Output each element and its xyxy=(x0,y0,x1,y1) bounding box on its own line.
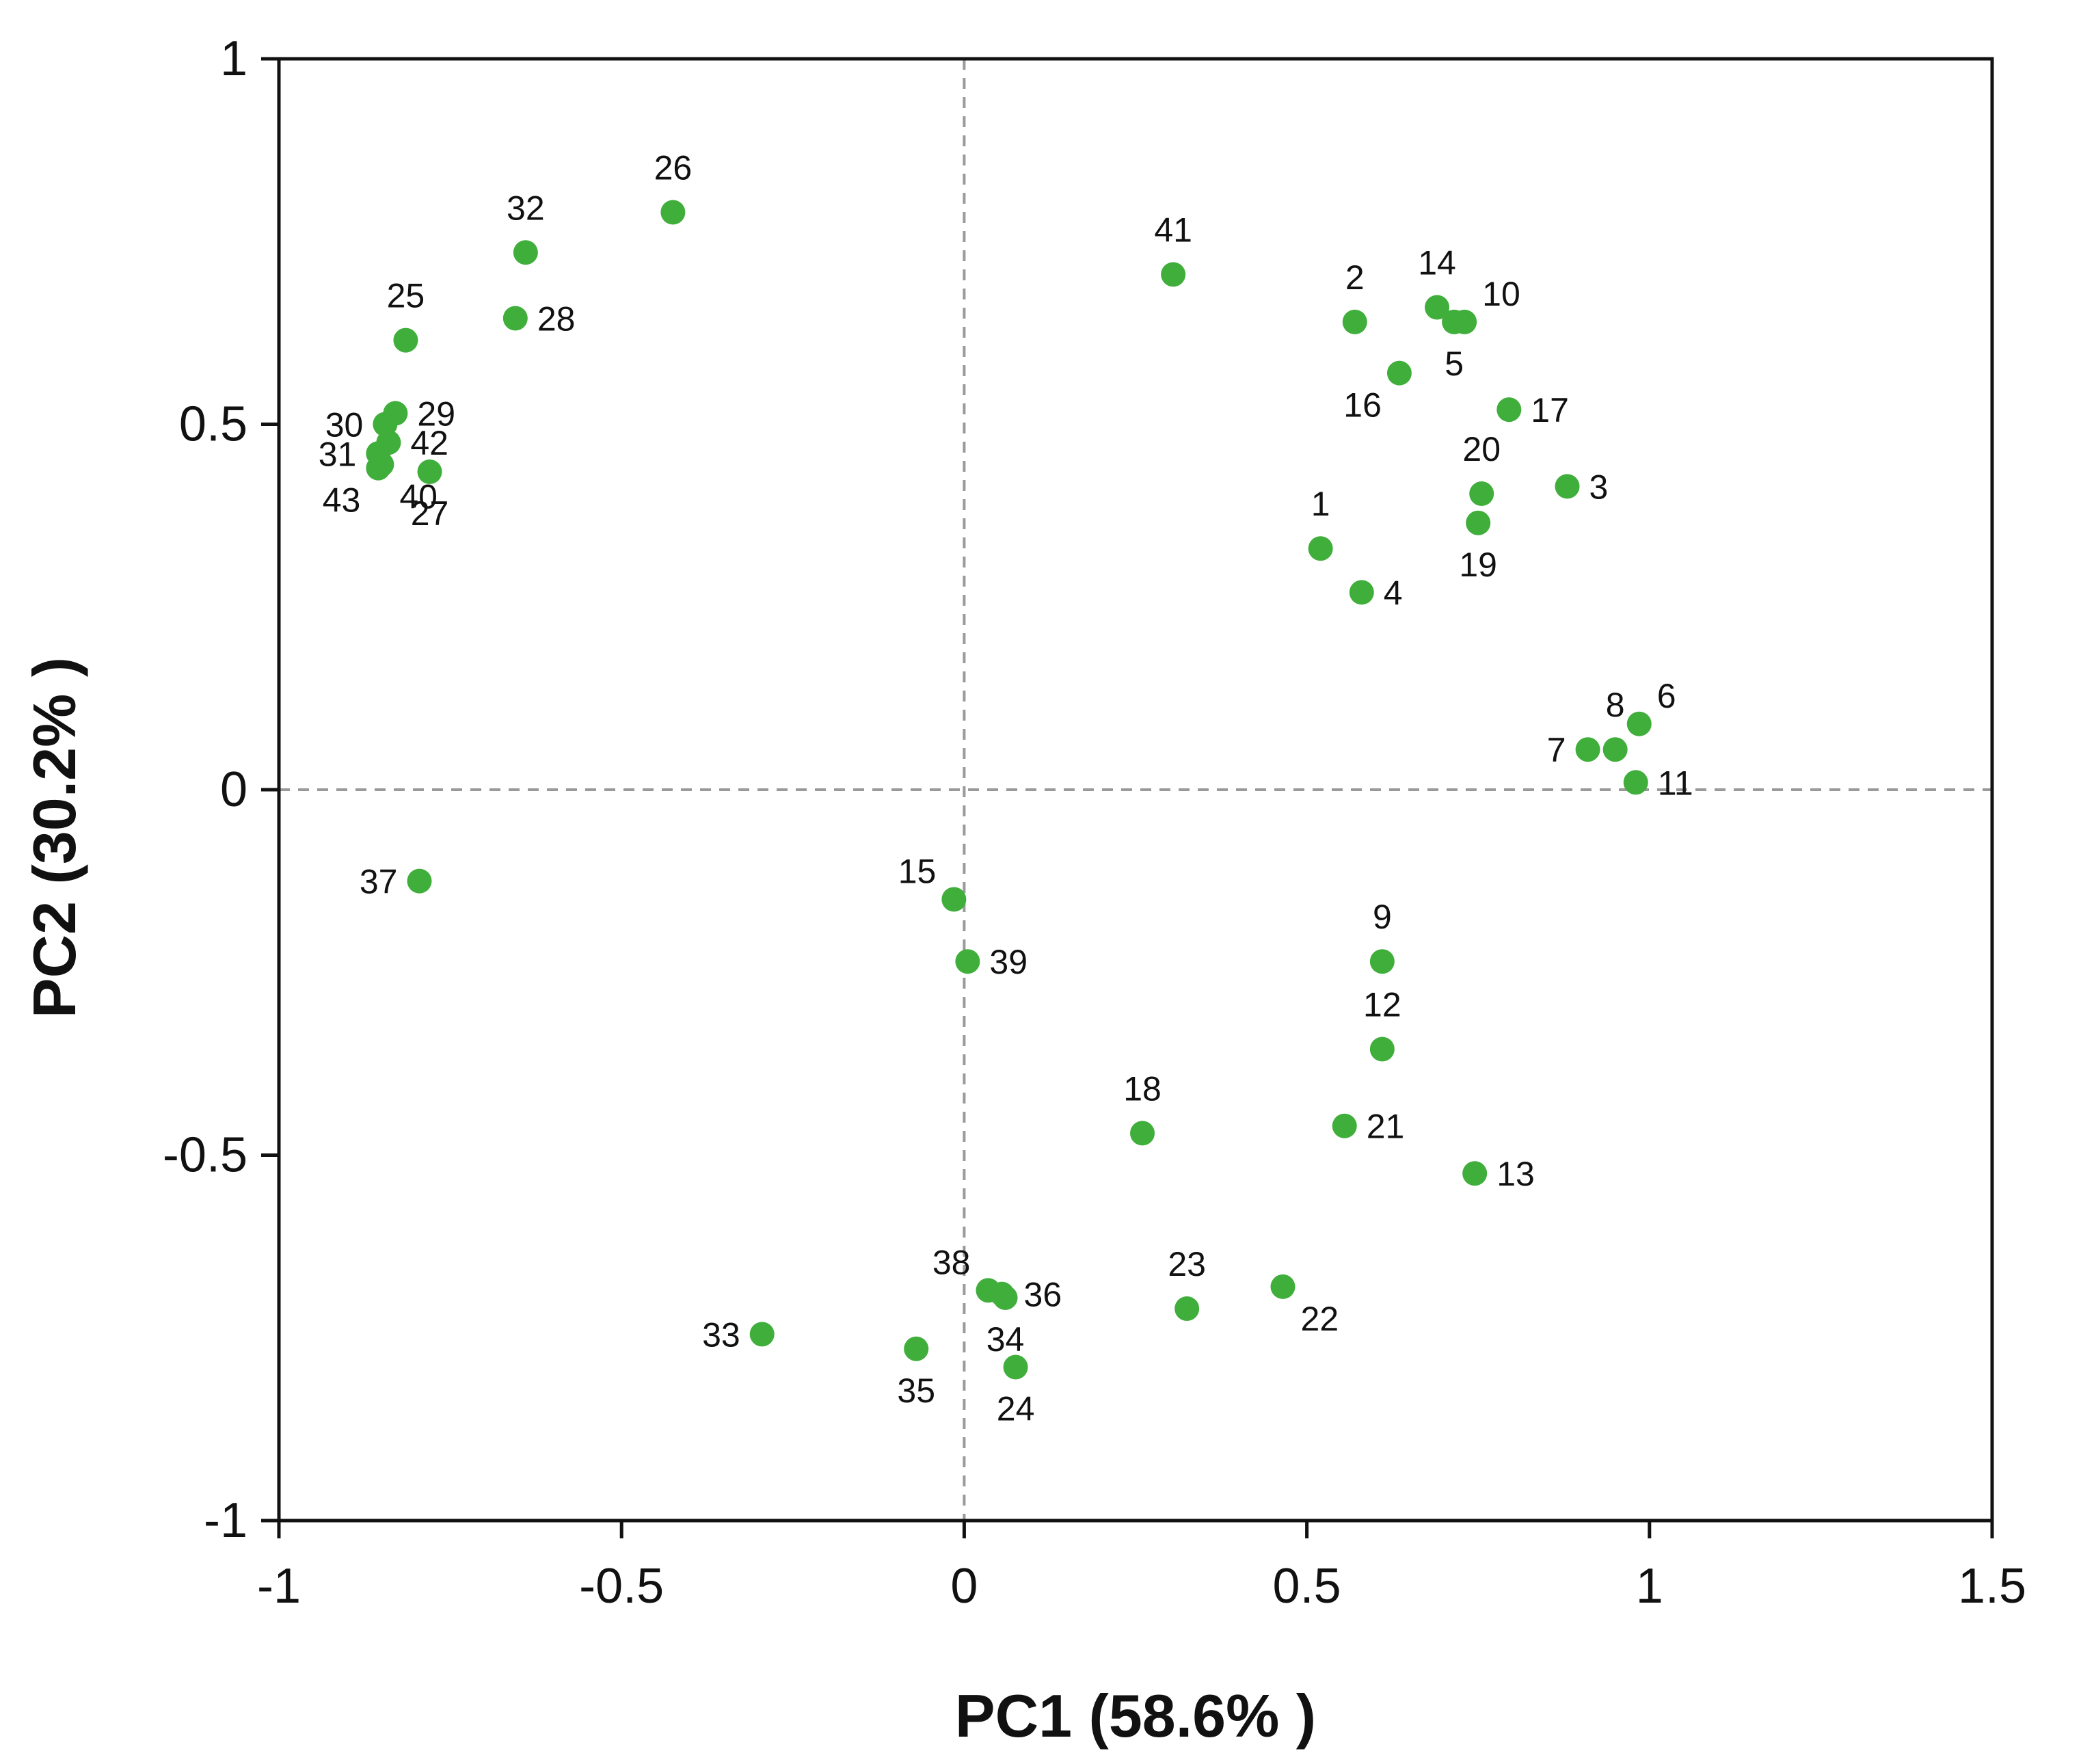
x-tick-label: 0 xyxy=(950,1559,978,1614)
data-point-label-24: 24 xyxy=(997,1390,1035,1428)
data-point-label-2: 2 xyxy=(1345,258,1365,297)
x-tick-label: -1 xyxy=(257,1559,301,1614)
x-axis-title: PC1 (58.6% ) xyxy=(955,1682,1316,1750)
data-point-11 xyxy=(1623,770,1648,795)
data-point-label-6: 6 xyxy=(1657,677,1676,715)
data-point-label-19: 19 xyxy=(1459,546,1497,584)
data-point-30 xyxy=(373,412,398,437)
data-point-label-14: 14 xyxy=(1418,243,1456,282)
y-axis: 1 0.5 0 -0.5 -1 xyxy=(163,31,279,1548)
data-point-label-26: 26 xyxy=(654,148,693,187)
data-point-6 xyxy=(1626,711,1652,736)
data-point-18 xyxy=(1130,1121,1155,1146)
x-tick-label: -0.5 xyxy=(579,1559,664,1614)
data-point-label-4: 4 xyxy=(1384,574,1403,612)
data-point-13 xyxy=(1462,1161,1488,1186)
data-point-label-16: 16 xyxy=(1343,386,1382,425)
data-point-14 xyxy=(1425,295,1450,320)
data-point-42 xyxy=(376,430,401,455)
y-tick-label: 1 xyxy=(220,31,247,86)
data-point-label-10: 10 xyxy=(1482,275,1520,313)
data-point-37 xyxy=(407,868,432,894)
data-point-1 xyxy=(1308,536,1333,561)
data-point-label-9: 9 xyxy=(1373,898,1392,936)
data-point-label-41: 41 xyxy=(1154,211,1192,249)
data-point-label-33: 33 xyxy=(702,1315,740,1354)
x-tick-label: 1.5 xyxy=(1958,1559,2026,1614)
data-point-28 xyxy=(502,306,528,331)
data-point-label-28: 28 xyxy=(537,299,576,338)
data-point-label-36: 36 xyxy=(1024,1276,1062,1314)
data-point-23 xyxy=(1174,1296,1200,1321)
data-point-label-43: 43 xyxy=(323,481,361,520)
data-point-label-12: 12 xyxy=(1363,985,1401,1024)
data-point-35 xyxy=(904,1336,929,1361)
data-point-43 xyxy=(366,455,391,481)
data-point-label-37: 37 xyxy=(360,863,398,901)
data-point-label-31: 31 xyxy=(319,435,357,473)
y-tick-label: 0 xyxy=(220,762,247,817)
data-point-label-22: 22 xyxy=(1301,1300,1339,1338)
data-point-27 xyxy=(417,459,442,484)
data-point-label-20: 20 xyxy=(1462,430,1501,468)
data-point-label-5: 5 xyxy=(1445,345,1464,383)
data-point-12 xyxy=(1369,1037,1395,1062)
data-point-19 xyxy=(1466,510,1491,535)
data-point-label-8: 8 xyxy=(1606,686,1625,724)
data-point-label-29: 29 xyxy=(417,395,455,433)
data-point-21 xyxy=(1332,1113,1357,1138)
data-point-7 xyxy=(1575,737,1600,762)
data-point-9 xyxy=(1369,949,1395,974)
data-point-label-18: 18 xyxy=(1123,1069,1162,1108)
data-point-8 xyxy=(1602,737,1628,762)
y-tick-label: 0.5 xyxy=(179,397,247,452)
data-point-label-13: 13 xyxy=(1496,1155,1535,1193)
x-tick-label: 1 xyxy=(1636,1559,1663,1614)
data-point-20 xyxy=(1469,481,1494,507)
x-axis: -1 -0.5 0 0.5 1 1.5 xyxy=(257,1521,2026,1614)
data-point-33 xyxy=(749,1322,775,1347)
data-point-16 xyxy=(1386,360,1412,386)
data-point-label-17: 17 xyxy=(1531,391,1569,429)
data-point-17 xyxy=(1496,397,1522,423)
data-point-label-40: 40 xyxy=(399,477,438,516)
data-point-label-34: 34 xyxy=(986,1320,1025,1359)
data-point-label-39: 39 xyxy=(989,943,1028,981)
data-point-label-23: 23 xyxy=(1168,1245,1206,1283)
data-point-25 xyxy=(393,328,418,353)
data-point-3 xyxy=(1555,474,1580,499)
y-tick-label: -1 xyxy=(204,1493,247,1548)
data-point-24 xyxy=(1003,1354,1028,1380)
data-point-4 xyxy=(1349,580,1374,605)
data-point-10 xyxy=(1452,309,1477,334)
data-point-label-11: 11 xyxy=(1658,764,1693,802)
data-point-label-7: 7 xyxy=(1547,731,1566,769)
data-points xyxy=(366,200,1652,1380)
data-point-26 xyxy=(660,200,686,225)
data-point-41 xyxy=(1161,262,1186,287)
data-point-label-35: 35 xyxy=(897,1372,935,1410)
data-point-label-25: 25 xyxy=(387,277,425,315)
data-point-label-42: 42 xyxy=(410,424,448,462)
data-point-label-3: 3 xyxy=(1589,468,1609,506)
data-point-32 xyxy=(513,240,538,265)
data-point-22 xyxy=(1270,1274,1295,1299)
y-tick-label: -0.5 xyxy=(163,1128,247,1183)
x-tick-label: 0.5 xyxy=(1273,1559,1341,1614)
y-axis-title: PC2 (30.2% ) xyxy=(21,657,88,1018)
data-point-label-1: 1 xyxy=(1311,485,1330,523)
data-point-label-38: 38 xyxy=(932,1243,971,1281)
data-point-label-30: 30 xyxy=(325,406,364,444)
data-point-38 xyxy=(976,1278,1001,1303)
data-point-15 xyxy=(941,887,967,912)
data-point-label-27: 27 xyxy=(411,494,449,533)
data-point-label-15: 15 xyxy=(898,852,937,890)
data-point-label-21: 21 xyxy=(1367,1108,1405,1146)
data-point-label-32: 32 xyxy=(507,189,545,227)
data-point-2 xyxy=(1342,309,1367,334)
data-point-39 xyxy=(955,949,980,974)
